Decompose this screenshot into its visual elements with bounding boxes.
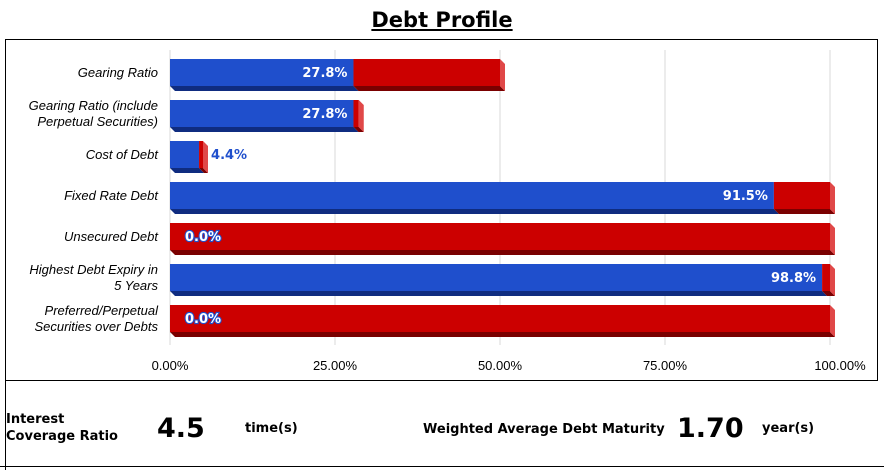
chart-frame: Gearing Ratio Gearing Ratio (include Perpe…: [5, 39, 878, 381]
data-label-6: 0.0%: [185, 312, 221, 327]
bar-6-series-1-bottom: [170, 332, 835, 337]
bar-3-series-1-bottom: [773, 209, 835, 214]
category-label-5: Highest Debt Expiry in 5 Years: [6, 262, 158, 294]
weighted-average-debt-maturity-value: 1.70: [677, 413, 744, 444]
bar-2-series-1-side: [203, 141, 208, 173]
interest-coverage-label-line1: Interest: [6, 412, 65, 427]
bar-2-series-1-bottom: [199, 168, 208, 173]
interest-coverage-unit: time(s): [245, 421, 298, 436]
chart-title: Debt Profile: [371, 8, 513, 32]
bar-5-series-1-bottom: [822, 291, 835, 296]
footer-left-border: [5, 381, 6, 470]
bar-6-series-1-side: [830, 305, 835, 337]
bar-0-series-1-bottom: [353, 86, 505, 91]
category-label-4: Unsecured Debt: [6, 229, 158, 245]
category-label-4-line-0: Unsecured Debt: [64, 228, 158, 244]
bar-1-series-0: [170, 100, 354, 127]
data-label-0: 27.8%: [302, 66, 347, 81]
x-tick-label-2: 50.00%: [478, 358, 523, 373]
bar-3-series-1: [773, 182, 830, 209]
category-label-2-line-0: Cost of Debt: [85, 146, 158, 162]
category-label-1: Gearing Ratio (include Perpetual Securiti…: [6, 98, 158, 130]
category-label-6-line-1: Securities over Debts: [34, 318, 158, 334]
data-label-4: 0.0%: [185, 230, 221, 245]
bar-1-series-1-bottom: [353, 127, 364, 132]
footer-bottom-border: [0, 466, 884, 467]
bar-1-series-1: [353, 100, 359, 127]
bar-3-series-0: [170, 182, 774, 209]
bar-1-series-0-bottom: [170, 127, 359, 132]
bar-3-series-0-bottom: [170, 209, 779, 214]
category-label-1-line-1: Perpetual Securities): [37, 113, 158, 129]
interest-coverage-value: 4.5: [157, 413, 205, 444]
category-label-6-line-0: Preferred/Perpetual: [44, 302, 158, 318]
weighted-average-debt-maturity-label: Weighted Average Debt Maturity: [423, 422, 665, 437]
interest-coverage-label: Interest Coverage Ratio: [6, 411, 118, 445]
data-label-2: 4.4%: [211, 148, 247, 163]
bar-6-series-1: [170, 305, 830, 332]
bar-0-series-1: [353, 59, 500, 86]
bar-5-series-0-bottom: [170, 291, 828, 296]
category-label-6: Preferred/Perpetual Securities over Debts: [6, 303, 158, 335]
data-label-3: 91.5%: [723, 189, 768, 204]
weighted-average-debt-maturity-unit: year(s): [762, 421, 815, 436]
bar-3-series-1-side: [830, 182, 835, 214]
category-label-0: Gearing Ratio: [6, 65, 158, 81]
interest-coverage-label-line2: Coverage Ratio: [6, 429, 118, 444]
bar-chart: 27.8% 27.8% 4.4% 91.5% 0.0% 98.8% 0.0% 0.00% 25.…: [152, 50, 866, 373]
bar-1-series-1-side: [358, 100, 364, 132]
category-label-3: Fixed Rate Debt: [6, 188, 158, 204]
bar-5-series-1: [822, 264, 830, 291]
bar-4-series-1-bottom: [170, 250, 835, 255]
bar-4-series-1-side: [830, 223, 835, 255]
bar-2-series-1: [199, 141, 203, 168]
bar-0-series-0-bottom: [170, 86, 359, 91]
bar-0-series-0: [170, 59, 354, 86]
bar-2-series-0-bottom: [170, 168, 205, 173]
category-label-5-line-0: Highest Debt Expiry in: [29, 261, 158, 277]
data-label-1: 27.8%: [302, 107, 347, 122]
category-label-0-line-0: Gearing Ratio: [77, 64, 158, 80]
category-label-1-line-0: Gearing Ratio (include: [28, 97, 158, 113]
category-label-3-line-0: Fixed Rate Debt: [64, 187, 158, 203]
bar-5-series-1-side: [830, 264, 835, 296]
category-label-2: Cost of Debt: [6, 147, 158, 163]
bar-2-series-0: [170, 141, 200, 168]
category-label-5-line-1: 5 Years: [114, 277, 158, 293]
x-tick-label-1: 25.00%: [313, 358, 358, 373]
bar-5-series-0: [170, 264, 823, 291]
x-tick-label-3: 75.00%: [643, 358, 688, 373]
x-tick-label-0: 0.00%: [152, 358, 189, 373]
bar-4-series-1: [170, 223, 830, 250]
bar-0-series-1-side: [500, 59, 505, 91]
x-tick-label-4: 100.00%: [814, 358, 866, 373]
data-label-5: 98.8%: [771, 271, 816, 286]
